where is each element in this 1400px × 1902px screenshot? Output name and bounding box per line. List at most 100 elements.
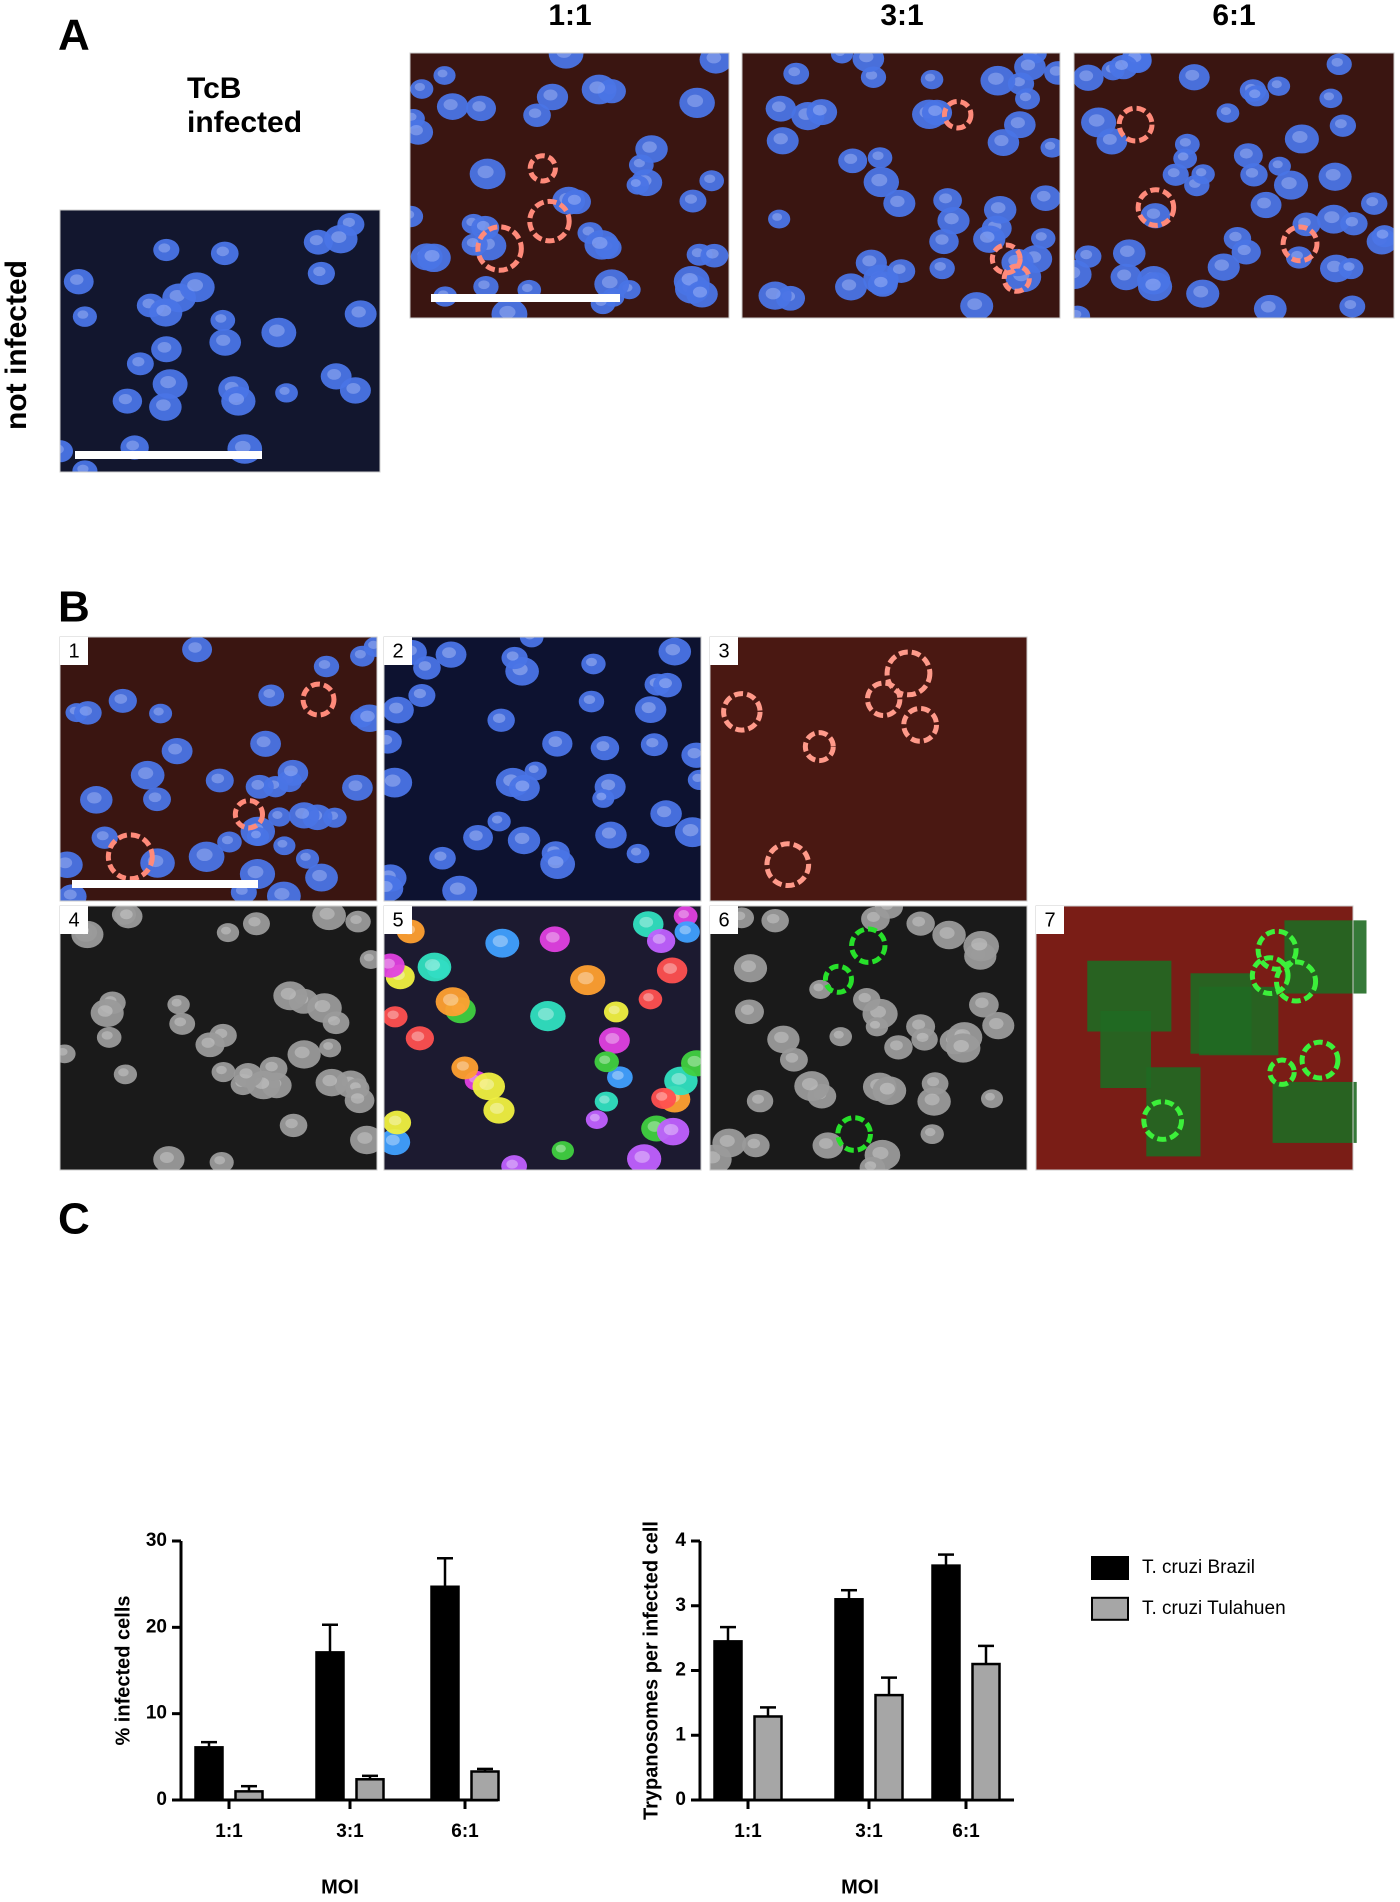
nucleus: [646, 928, 676, 953]
nucleus-highlight: [153, 707, 164, 716]
nucleus-highlight: [692, 773, 701, 783]
nucleus-highlight: [319, 907, 335, 920]
nucleus-highlight: [346, 382, 361, 394]
nucleus-highlight: [678, 910, 690, 919]
nucleus: [217, 831, 242, 853]
nucleus-highlight: [368, 640, 377, 649]
nucleus-highlight: [704, 174, 716, 184]
nucleus-highlight: [872, 1146, 889, 1160]
nucleus: [436, 93, 469, 120]
nucleus: [442, 875, 478, 901]
bar: [194, 1746, 224, 1802]
nucleus: [874, 906, 904, 919]
nucleus: [658, 637, 692, 666]
nucleus-highlight: [1177, 152, 1189, 161]
nucleus-highlight: [77, 464, 89, 472]
nucleus-highlight: [437, 69, 448, 78]
nucleus-highlight: [118, 1068, 129, 1077]
parasite-ring: [849, 926, 888, 965]
nucleus-highlight: [671, 1072, 687, 1085]
nucleus-highlight: [268, 324, 285, 337]
nucleus-highlight: [663, 963, 677, 974]
y-axis-label: Trypanosomes per infected cell: [640, 1521, 662, 1820]
nucleus: [130, 760, 165, 790]
nucleus-highlight: [63, 889, 77, 900]
nucleus-highlight: [1331, 57, 1343, 67]
nucleus-highlight: [300, 852, 311, 861]
number-box: [1036, 906, 1064, 934]
nucleus: [501, 646, 528, 670]
nucleus-highlight: [492, 935, 508, 948]
nucleus: [507, 826, 541, 855]
nucleus: [638, 989, 663, 1010]
nucleus: [451, 1056, 479, 1080]
nucleus-highlight: [524, 637, 535, 640]
image-border: [59, 209, 381, 473]
nucleus-highlight: [157, 341, 172, 353]
nucleus-highlight: [656, 1092, 668, 1101]
nucleus-highlight: [348, 780, 363, 792]
nucleus: [681, 1050, 701, 1077]
bar: [834, 1598, 864, 1802]
nucleus: [216, 923, 240, 943]
micrograph: [709, 905, 1028, 1171]
nucleus: [761, 908, 789, 933]
nucleus-highlight: [892, 264, 906, 274]
nucleus-highlight: [924, 1093, 940, 1106]
nucleus-highlight: [879, 1082, 895, 1095]
nucleus: [758, 281, 792, 310]
nucleus-highlight: [869, 1020, 881, 1029]
nucleus: [60, 1044, 76, 1064]
nucleus: [209, 1152, 234, 1170]
nucleus: [1268, 156, 1291, 176]
number-box: [384, 906, 412, 934]
x-tick-label: 1:1: [734, 1821, 762, 1842]
bar: [753, 1715, 783, 1802]
nucleus: [884, 1035, 913, 1060]
nucleus-highlight: [633, 158, 645, 168]
cell-region: [1100, 1010, 1151, 1089]
nucleus-highlight: [639, 916, 654, 928]
nucleus-highlight: [608, 1005, 620, 1015]
image-number: 1: [68, 640, 79, 662]
parasite-ring: [1273, 959, 1319, 1004]
nucleus: [686, 280, 718, 308]
nucleus: [266, 881, 301, 901]
nucleus-highlight: [1239, 148, 1253, 159]
nucleus-highlight: [601, 276, 618, 289]
nucleus: [1109, 54, 1138, 80]
parasite-ring: [1249, 955, 1291, 997]
nucleus: [809, 979, 832, 999]
nucleus-highlight: [309, 235, 323, 246]
nucleus: [699, 53, 729, 74]
nucleus: [838, 148, 868, 174]
nucleus-highlight: [612, 1070, 624, 1080]
nucleus: [205, 768, 234, 793]
nucleus-highlight: [546, 931, 560, 943]
parasite-ring: [1141, 1099, 1185, 1142]
micrograph: [1035, 905, 1367, 1171]
nucleus: [742, 1133, 770, 1158]
nucleus-highlight: [1271, 80, 1282, 89]
nucleus: [345, 910, 371, 933]
nucleus-highlight: [160, 375, 176, 389]
cell-region: [1146, 1067, 1201, 1157]
nucleus: [681, 742, 701, 768]
nucleus-highlight: [384, 958, 395, 969]
nucleus-highlight: [384, 880, 393, 892]
cells: [721, 649, 939, 889]
nucleus-highlight: [220, 926, 232, 935]
image-background: [710, 637, 1027, 901]
nucleus: [153, 238, 180, 262]
cells: [410, 53, 729, 318]
nucleus-highlight: [975, 997, 989, 1009]
nucleus-highlight: [239, 1068, 253, 1079]
nucleus: [1191, 164, 1215, 185]
nucleus-highlight: [384, 734, 393, 745]
nucleus: [182, 637, 213, 663]
nucleus: [523, 103, 551, 127]
nucleus-highlight: [652, 934, 666, 944]
nucleus-highlight: [285, 1118, 298, 1129]
nucleus: [320, 363, 352, 390]
nucleus: [384, 875, 404, 901]
